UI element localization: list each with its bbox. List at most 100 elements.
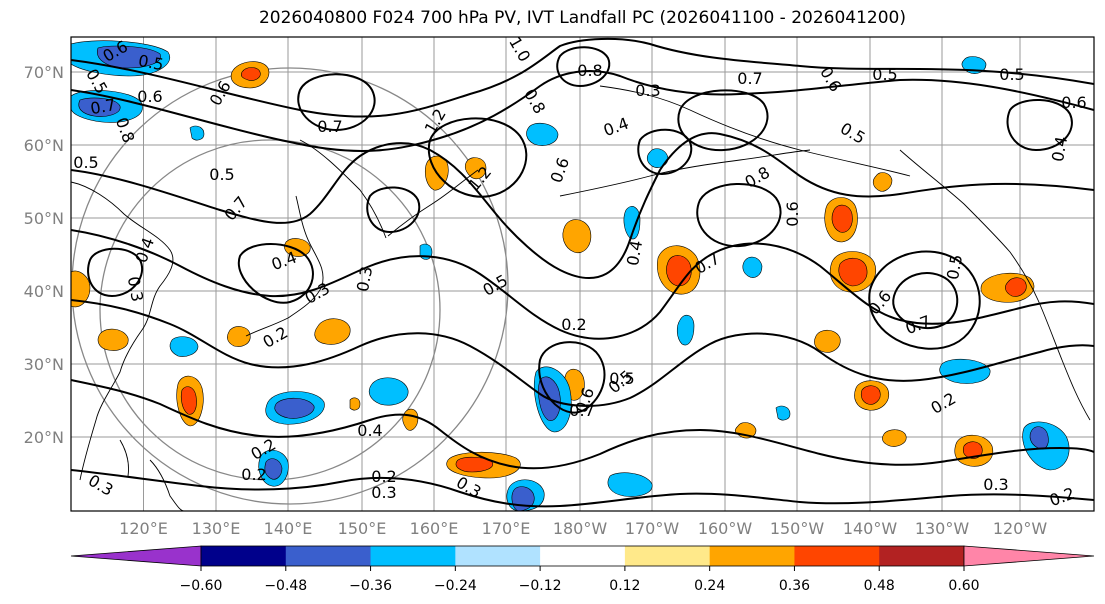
contour-label: 0.6: [1061, 93, 1086, 112]
colorbar-tick-label: 0.12: [609, 578, 640, 594]
longitude-labels: 120°E 130°E 140°E 150°E 160°E 170°E 180°W 170°W…: [119, 519, 1047, 538]
colorbar: −0.60 −0.48 −0.36 −0.24 −0.12 0.12 0.24 0.36 0.4…: [70, 545, 1095, 594]
colorbar-swatch: [540, 546, 626, 566]
anomaly-negative: [607, 472, 653, 497]
pv-contour-closed: [87, 247, 143, 298]
contour-label: 0.7: [569, 401, 594, 420]
contour-label: 0.5: [209, 165, 234, 184]
pv-contour-closed: [556, 46, 611, 88]
pv-contour-closed: [366, 186, 421, 234]
anomaly-positive: [349, 397, 361, 411]
colorbar-swatch: [455, 546, 541, 566]
anomaly-negative: [169, 336, 199, 357]
contour-label: 0.2: [241, 465, 266, 484]
map-area: [71, 37, 1094, 511]
anomaly-negative: [97, 45, 161, 69]
colorbar-right-arrow-icon: [963, 545, 1095, 567]
longitude-label: 120°W: [993, 519, 1048, 538]
anomaly-positive: [1005, 277, 1027, 297]
pv-contour-closed: [696, 183, 782, 248]
contour-label: 0.6: [137, 87, 162, 106]
anomaly-negative: [775, 405, 791, 421]
anomaly-positive: [180, 386, 197, 415]
colorbar-swatch: [709, 546, 795, 566]
anomaly-negative: [526, 122, 559, 146]
colorbar-tick-label: −0.48: [264, 578, 307, 594]
anomaly-negative: [78, 97, 121, 117]
colorbar-swatch: [794, 546, 880, 566]
anomaly-positive: [831, 204, 853, 233]
longitude-label: 140°E: [264, 519, 313, 538]
anomaly-negative: [189, 125, 205, 141]
colorbar-swatch: [201, 546, 287, 566]
coastline-east-asia: [71, 181, 174, 481]
coastlines: [71, 85, 1091, 511]
coastline-aleutians: [559, 149, 811, 197]
coastline-taiwan: [119, 439, 129, 477]
contour-label: 0.2: [371, 467, 396, 486]
pv-contour-closed: [427, 117, 528, 198]
latitude-label: 60°N: [24, 136, 64, 155]
map-title: 2026040800 F024 700 hPa PV, IVT Landfall…: [258, 8, 906, 28]
pv-contour: [71, 299, 1094, 407]
anomaly-positive: [97, 328, 129, 351]
coastline-kamchatka: [299, 139, 387, 239]
contour-label: 0.7: [737, 69, 762, 88]
colorbar-tick-label: −0.60: [180, 578, 223, 594]
contour-label: 0.5: [999, 65, 1024, 84]
contour-label: 0.4: [357, 421, 382, 440]
contour-label: 0.7: [89, 95, 117, 118]
anomaly-positive: [860, 385, 881, 405]
contour-label: 0.8: [577, 61, 602, 80]
latitude-label: 20°N: [24, 428, 64, 447]
contour-label: 0.4: [1048, 135, 1071, 163]
contour-label: 0.5: [137, 51, 165, 74]
latitude-label: 40°N: [24, 282, 64, 301]
anomaly-positive: [872, 172, 893, 192]
contour-label: 0.3: [635, 81, 660, 100]
map-border: [70, 36, 1095, 512]
colorbar-tick-label: −0.36: [349, 578, 392, 594]
latitude-label: 30°N: [24, 355, 64, 374]
longitude-label: 170°W: [625, 519, 680, 538]
colorbar-tick-label: −0.12: [519, 578, 562, 594]
anomaly-positive: [455, 456, 494, 473]
coastline-alaska: [599, 85, 911, 177]
longitude-label: 170°E: [482, 519, 531, 538]
longitude-label: 160°E: [410, 519, 459, 538]
latitude-label: 50°N: [24, 209, 64, 228]
pv-contour-closed: [637, 128, 693, 176]
anomaly-positive: [240, 67, 261, 81]
longitude-label: 130°W: [915, 519, 970, 538]
coastline-philippines: [149, 459, 185, 511]
anomaly-negative: [1029, 426, 1049, 450]
shaded-anomalies: [71, 40, 1070, 511]
colorbar-left-arrow-icon: [70, 545, 202, 567]
contour-label: 0.7: [317, 117, 342, 136]
longitude-label: 160°W: [698, 519, 753, 538]
contour-label: 0.5: [609, 369, 634, 388]
colorbar-tick-label: 0.48: [864, 578, 895, 594]
contour-label: 0.5: [73, 153, 98, 172]
pv-contour: [71, 469, 1094, 508]
anomaly-positive: [562, 219, 592, 254]
map-layers: [71, 37, 1094, 511]
anomaly-negative: [676, 314, 695, 346]
longitude-label: 120°E: [119, 519, 168, 538]
longitude-label: 150°E: [338, 519, 387, 538]
pv-contour-closed: [868, 250, 981, 350]
pv-contour-closed: [237, 243, 314, 304]
pv-contour-closed: [892, 272, 959, 329]
latitude-label: 70°N: [24, 63, 64, 82]
colorbar-swatch: [624, 546, 711, 566]
anomaly-negative: [274, 397, 315, 419]
anomaly-negative: [264, 458, 283, 480]
colorbar-swatch: [285, 546, 372, 566]
anomaly-positive: [814, 329, 841, 353]
colorbar-swatch: [879, 546, 965, 566]
anomaly-positive: [666, 255, 692, 287]
longitude-label: 150°W: [770, 519, 825, 538]
colorbar-swatch: [370, 546, 456, 566]
pv-contour: [71, 132, 1094, 280]
anomaly-positive: [227, 326, 251, 347]
